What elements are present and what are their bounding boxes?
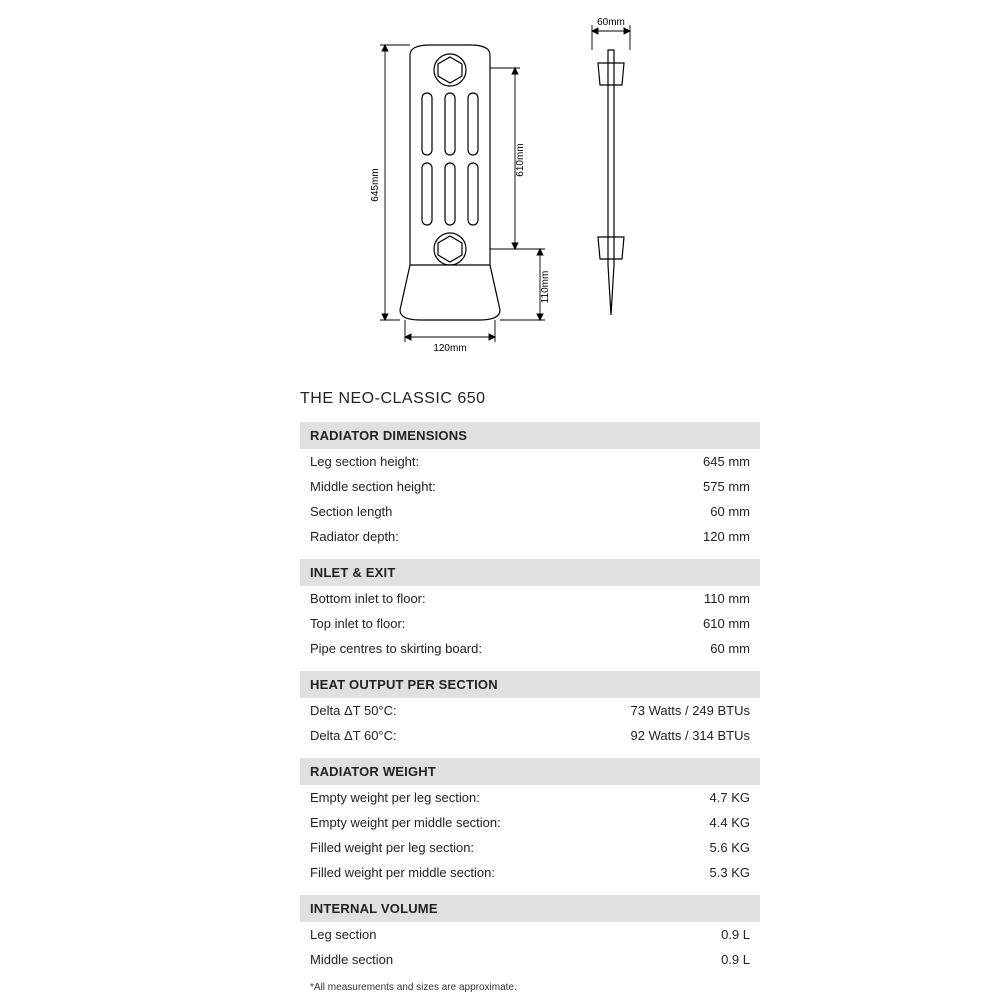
- section-header: HEAT OUTPUT PER SECTION: [300, 671, 760, 698]
- spec-row: Leg section height:645 mm: [300, 449, 760, 474]
- page: 60mm 645mm 610mm 110mm 120mm THE NEO-CLA…: [0, 0, 1000, 1000]
- spec-value: 120 mm: [703, 529, 750, 544]
- spec-label: Top inlet to floor:: [310, 616, 703, 631]
- spec-value: 0.9 L: [721, 952, 750, 967]
- footnote: All measurements and sizes are approxima…: [300, 982, 760, 993]
- spec-label: Empty weight per middle section:: [310, 815, 710, 830]
- spec-section: INTERNAL VOLUMELeg section0.9 LMiddle se…: [300, 895, 760, 972]
- spec-value: 5.3 KG: [710, 865, 750, 880]
- spec-value: 73 Watts / 249 BTUs: [631, 703, 750, 718]
- product-title: THE NEO-CLASSIC 650: [300, 390, 760, 408]
- spec-row: Pipe centres to skirting board:60 mm: [300, 636, 760, 661]
- spec-row: Top inlet to floor:610 mm: [300, 611, 760, 636]
- section-header: INLET & EXIT: [300, 559, 760, 586]
- spec-label: Radiator depth:: [310, 529, 703, 544]
- spec-row: Filled weight per leg section:5.6 KG: [300, 835, 760, 860]
- spec-value: 575 mm: [703, 479, 750, 494]
- spec-value: 4.4 KG: [710, 815, 750, 830]
- spec-row: Empty weight per middle section:4.4 KG: [300, 810, 760, 835]
- spec-tables: RADIATOR DIMENSIONSLeg section height:64…: [300, 422, 760, 972]
- spec-content: THE NEO-CLASSIC 650 RADIATOR DIMENSIONSL…: [300, 390, 760, 993]
- spec-section: RADIATOR WEIGHTEmpty weight per leg sect…: [300, 758, 760, 885]
- spec-value: 5.6 KG: [710, 840, 750, 855]
- dim-bottom-width: 120mm: [433, 343, 466, 354]
- spec-row: Leg section0.9 L: [300, 922, 760, 947]
- technical-diagram: 60mm 645mm 610mm 110mm 120mm: [330, 15, 690, 360]
- section-header: RADIATOR DIMENSIONS: [300, 422, 760, 449]
- spec-section: HEAT OUTPUT PER SECTIONDelta ΔT 50°C:73 …: [300, 671, 760, 748]
- spec-label: Middle section height:: [310, 479, 703, 494]
- dim-left-height: 645mm: [370, 168, 381, 201]
- spec-value: 60 mm: [710, 641, 750, 656]
- spec-label: Leg section: [310, 927, 721, 942]
- spec-row: Radiator depth:120 mm: [300, 524, 760, 549]
- section-header: RADIATOR WEIGHT: [300, 758, 760, 785]
- spec-label: Pipe centres to skirting board:: [310, 641, 710, 656]
- spec-row: Empty weight per leg section:4.7 KG: [300, 785, 760, 810]
- dim-right-inner: 610mm: [515, 143, 526, 176]
- dim-top-depth: 60mm: [597, 17, 625, 28]
- spec-label: Middle section: [310, 952, 721, 967]
- spec-label: Filled weight per leg section:: [310, 840, 710, 855]
- spec-value: 610 mm: [703, 616, 750, 631]
- spec-value: 0.9 L: [721, 927, 750, 942]
- dim-lower-right: 110mm: [540, 271, 551, 304]
- spec-label: Filled weight per middle section:: [310, 865, 710, 880]
- spec-label: Delta ΔT 50°C:: [310, 703, 631, 718]
- spec-label: Leg section height:: [310, 454, 703, 469]
- spec-row: Filled weight per middle section:5.3 KG: [300, 860, 760, 885]
- spec-row: Delta ΔT 50°C:73 Watts / 249 BTUs: [300, 698, 760, 723]
- spec-value: 92 Watts / 314 BTUs: [631, 728, 750, 743]
- spec-section: RADIATOR DIMENSIONSLeg section height:64…: [300, 422, 760, 549]
- spec-value: 645 mm: [703, 454, 750, 469]
- spec-row: Bottom inlet to floor:110 mm: [300, 586, 760, 611]
- spec-value: 60 mm: [710, 504, 750, 519]
- spec-section: INLET & EXITBottom inlet to floor:110 mm…: [300, 559, 760, 661]
- spec-row: Delta ΔT 60°C:92 Watts / 314 BTUs: [300, 723, 760, 748]
- spec-row: Middle section0.9 L: [300, 947, 760, 972]
- spec-label: Delta ΔT 60°C:: [310, 728, 631, 743]
- spec-label: Empty weight per leg section:: [310, 790, 710, 805]
- spec-value: 110 mm: [704, 591, 750, 606]
- spec-label: Bottom inlet to floor:: [310, 591, 704, 606]
- spec-row: Middle section height:575 mm: [300, 474, 760, 499]
- spec-value: 4.7 KG: [710, 790, 750, 805]
- spec-row: Section length60 mm: [300, 499, 760, 524]
- spec-label: Section length: [310, 504, 710, 519]
- radiator-diagram-svg: 60mm 645mm 610mm 110mm 120mm: [330, 15, 690, 360]
- section-header: INTERNAL VOLUME: [300, 895, 760, 922]
